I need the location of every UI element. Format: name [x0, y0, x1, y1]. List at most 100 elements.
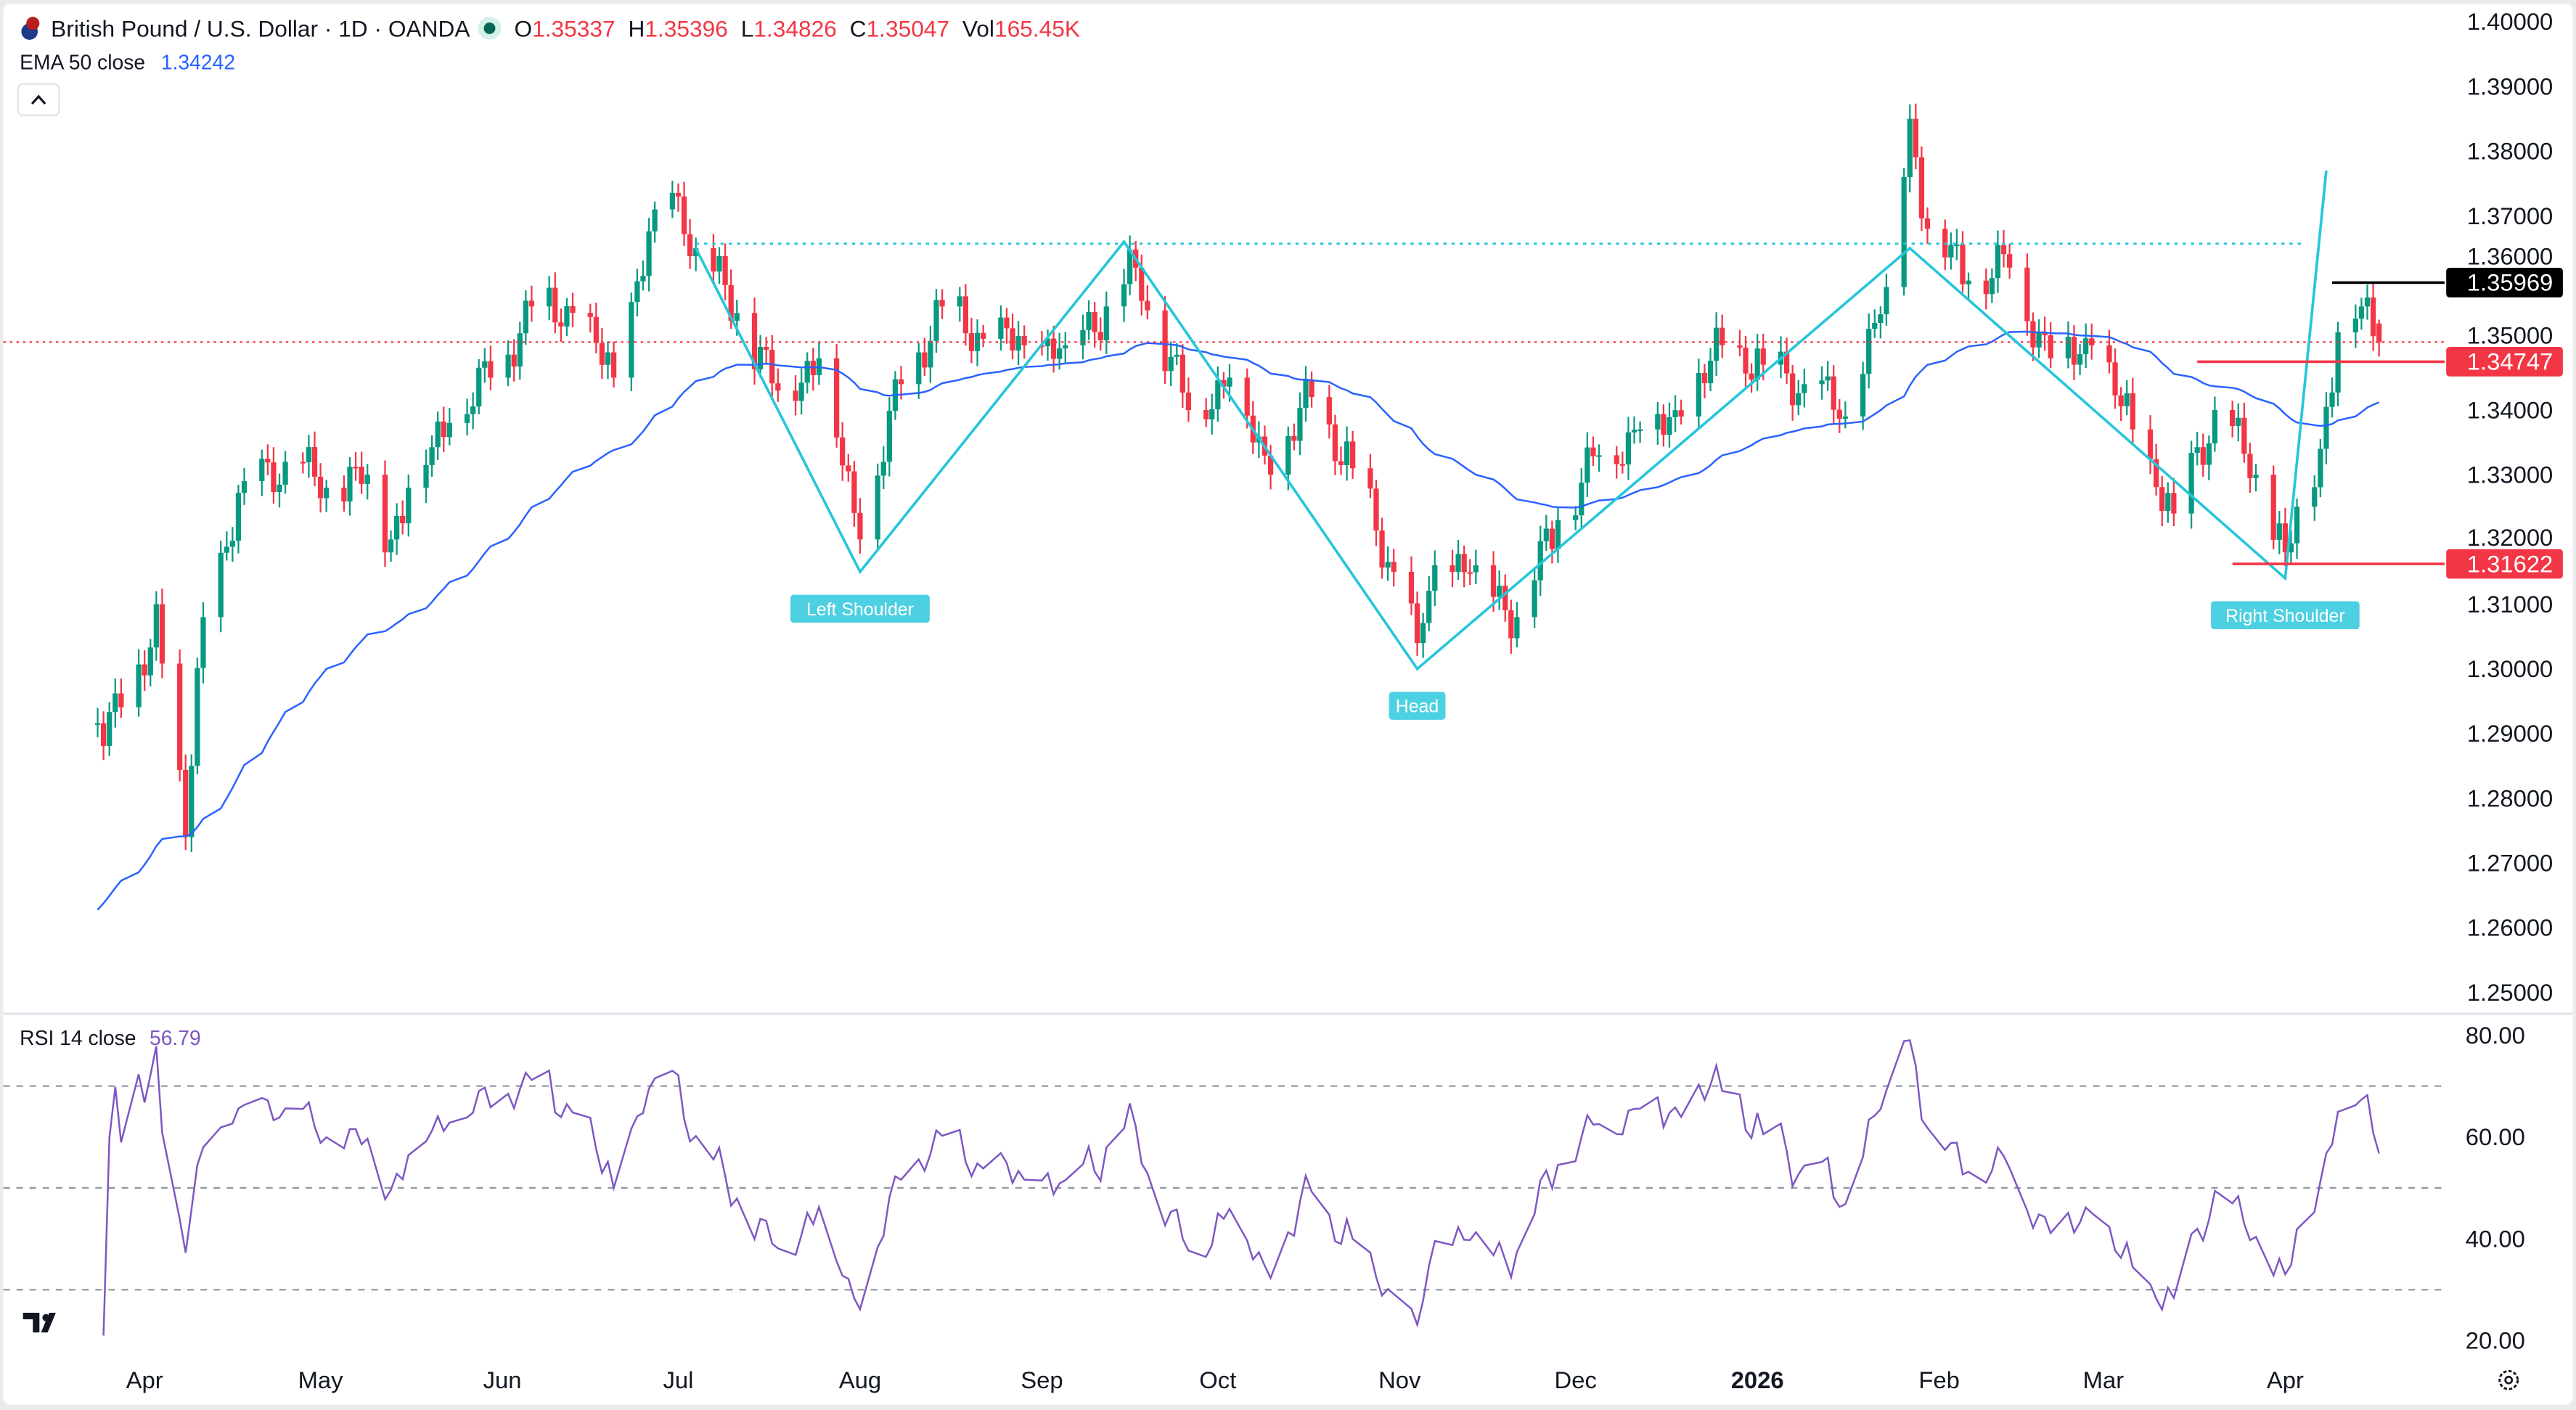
candle-body[interactable] [2253, 475, 2259, 478]
candle-body[interactable] [1749, 373, 1754, 380]
candle-body[interactable] [916, 352, 922, 385]
candle-body[interactable] [928, 340, 933, 368]
candle-body[interactable] [113, 693, 118, 713]
candle-body[interactable] [2188, 453, 2194, 514]
candle-body[interactable] [1168, 356, 1174, 372]
candle-body[interactable] [1344, 441, 1350, 465]
candle-body[interactable] [957, 296, 962, 307]
pattern-label-box[interactable] [2211, 601, 2360, 630]
candle-body[interactable] [2024, 267, 2030, 321]
candle-body[interactable] [2241, 417, 2247, 454]
candle-body[interactable] [1878, 314, 1884, 324]
candle-body[interactable] [1860, 374, 1866, 417]
candle-body[interactable] [2376, 323, 2382, 343]
candle-body[interactable] [846, 465, 851, 472]
candle-body[interactable] [1502, 586, 1508, 611]
candle-body[interactable] [446, 422, 452, 438]
candle-body[interactable] [757, 346, 764, 369]
candle-body[interactable] [1796, 393, 1802, 406]
candle-body[interactable] [1092, 311, 1097, 332]
candle-body[interactable] [1836, 409, 1842, 419]
candle-body[interactable] [1063, 345, 1068, 349]
candle-body[interactable] [2323, 406, 2329, 449]
candle-body[interactable] [2194, 447, 2200, 454]
candle-body[interactable] [464, 414, 470, 423]
candle-body[interactable] [1707, 361, 1714, 383]
candle-body[interactable] [142, 664, 147, 676]
candle-body[interactable] [393, 515, 400, 540]
candle-body[interactable] [769, 350, 775, 384]
candle-body[interactable] [1332, 424, 1338, 462]
candle-body[interactable] [218, 552, 224, 618]
candle-body[interactable] [523, 300, 529, 334]
candle-body[interactable] [1455, 554, 1461, 573]
candle-body[interactable] [400, 515, 406, 524]
candle-body[interactable] [1713, 327, 1720, 361]
candle-body[interactable] [652, 209, 658, 231]
candle-body[interactable] [1508, 610, 1514, 639]
candle-body[interactable] [939, 300, 945, 307]
ema-legend-label[interactable]: EMA 50 close [20, 51, 145, 74]
candle-body[interactable] [1162, 310, 1168, 372]
candle-body[interactable] [1760, 348, 1766, 365]
candle-body[interactable] [1086, 311, 1092, 330]
tradingview-logo[interactable] [23, 1312, 56, 1333]
candle-body[interactable] [189, 766, 195, 837]
candle-body[interactable] [2147, 429, 2154, 459]
candle-body[interactable] [751, 313, 758, 369]
candle-body[interactable] [1414, 603, 1420, 644]
candle-body[interactable] [1338, 461, 1344, 465]
candle-body[interactable] [2000, 245, 2007, 255]
candle-body[interactable] [1010, 328, 1015, 351]
candle-body[interactable] [2036, 332, 2042, 348]
candle-body[interactable] [1631, 430, 1637, 433]
candle-body[interactable] [1227, 377, 1232, 387]
candle-body[interactable] [2165, 493, 2171, 512]
candle-body[interactable] [282, 462, 288, 485]
candle-body[interactable] [1309, 379, 1314, 398]
candle-body[interactable] [634, 281, 640, 303]
candle-body[interactable] [118, 693, 124, 708]
rsi-line[interactable] [102, 1039, 2380, 1336]
candle-body[interactable] [1385, 562, 1391, 568]
candle-body[interactable] [2294, 507, 2300, 544]
candle-body[interactable] [429, 447, 435, 465]
candle-body[interactable] [1432, 565, 1438, 591]
candle-body[interactable] [1614, 455, 1619, 464]
candle-body[interactable] [1842, 416, 1849, 419]
time-axis[interactable]: Apr May Jun Jul Aug Sep Oct Nov Dec 2026 Feb Mar Apr [126, 1366, 2304, 1393]
candle-body[interactable] [1549, 528, 1555, 549]
candle-body[interactable] [1737, 345, 1743, 348]
candle-body[interactable] [775, 383, 781, 391]
candle-body[interactable] [722, 256, 728, 285]
candle-body[interactable] [2030, 321, 2036, 348]
candle-body[interactable] [1426, 591, 1432, 623]
candle-body[interactable] [2288, 543, 2294, 553]
candle-body[interactable] [136, 664, 142, 708]
candle-body[interactable] [640, 276, 646, 282]
candle-body[interactable] [1907, 118, 1913, 178]
candle-body[interactable] [271, 462, 277, 493]
candle-body[interactable] [593, 316, 599, 343]
candle-body[interactable] [406, 488, 412, 524]
candle-body[interactable] [1954, 244, 1960, 247]
candle-body[interactable] [100, 723, 107, 746]
candle-body[interactable] [1121, 284, 1127, 307]
candle-body[interactable] [1966, 280, 1971, 284]
candle-body[interactable] [177, 663, 183, 770]
candle-body[interactable] [1021, 336, 1027, 345]
candle-body[interactable] [875, 475, 880, 540]
candle-body[interactable] [317, 476, 324, 499]
candle-body[interactable] [1924, 218, 1931, 229]
candle-body[interactable] [2352, 319, 2358, 332]
candle-body[interactable] [1743, 348, 1749, 374]
candle-body[interactable] [2077, 354, 2083, 365]
candle-body[interactable] [2071, 337, 2077, 365]
candle-body[interactable] [2358, 306, 2365, 319]
candle-body[interactable] [1590, 447, 1596, 456]
candle-body[interactable] [570, 306, 576, 313]
candle-body[interactable] [1103, 306, 1109, 340]
candle-body[interactable] [1579, 483, 1585, 516]
candle-body[interactable] [1701, 372, 1708, 383]
candle-body[interactable] [359, 467, 364, 484]
